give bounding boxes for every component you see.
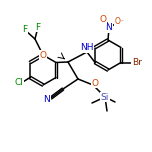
Text: F: F bbox=[22, 26, 28, 35]
Text: N: N bbox=[106, 24, 112, 33]
Text: F: F bbox=[35, 22, 41, 31]
Text: N: N bbox=[44, 95, 50, 104]
Text: Cl: Cl bbox=[15, 78, 23, 87]
Text: O: O bbox=[92, 78, 98, 88]
Text: O⁻: O⁻ bbox=[115, 17, 125, 26]
Text: Si: Si bbox=[101, 93, 109, 102]
Text: O: O bbox=[40, 50, 47, 59]
Text: NH: NH bbox=[80, 43, 94, 52]
Text: Br: Br bbox=[132, 58, 142, 67]
Text: O: O bbox=[100, 16, 107, 24]
